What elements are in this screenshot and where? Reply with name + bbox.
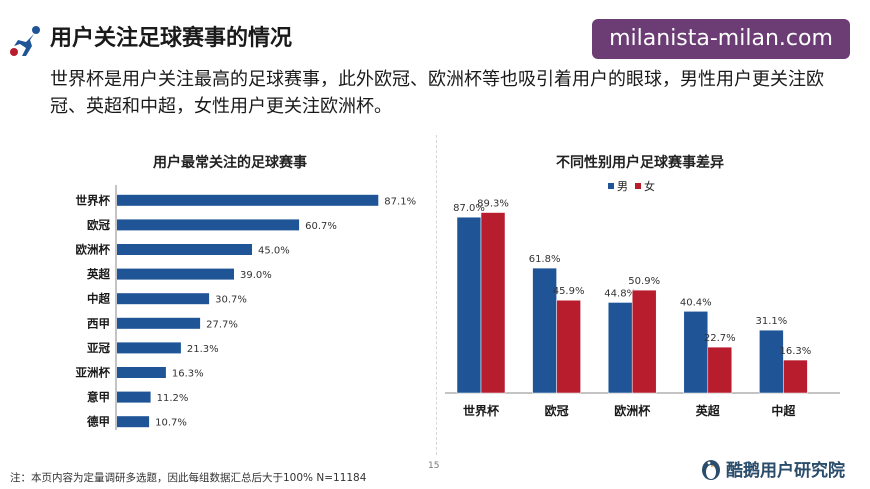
vbar-category-label: 欧洲杯 <box>614 403 651 418</box>
footnote: 注：本页内容为定量调研多选题，因此每组数据汇总后大于100% N=11184 <box>10 472 367 484</box>
hbar-bar <box>117 293 210 305</box>
vbar-bar <box>532 267 557 394</box>
hbar-category-label: 意甲 <box>87 390 110 404</box>
hbar-value-label: 45.0% <box>258 246 290 257</box>
hbar-bar <box>117 244 252 255</box>
hbar-category-label: 亚洲杯 <box>76 366 111 380</box>
hbar-bar <box>117 219 300 231</box>
vbar-legend: 男 女 <box>608 178 655 194</box>
vbar-value-label: 89.3% <box>477 199 509 210</box>
brand: 酷鹅用户研究院 <box>700 455 845 481</box>
hbar-bar <box>117 416 150 428</box>
vbar-bar <box>759 329 784 394</box>
hbar-category-label: 西甲 <box>87 316 110 330</box>
vbar-chart: 87.0%89.3% 世界杯 61.8% 45.9% 欧冠 44.8%50.9% 欧洲杯 40… <box>445 199 840 418</box>
legend-swatch-male <box>608 183 614 189</box>
hbar-category-label: 世界杯 <box>76 193 111 207</box>
watermark-banner: milanista-milan.com <box>592 19 850 59</box>
hbar-bar <box>117 342 181 354</box>
penguin-logo-icon <box>702 460 720 480</box>
hbar-value-label: 11.2% <box>157 393 189 404</box>
legend-label-female: 女 <box>644 180 655 193</box>
hbar-category-label: 欧洲杯 <box>76 243 111 257</box>
vbar-bar <box>783 359 808 394</box>
hbar-value-label: 60.7% <box>305 221 337 232</box>
hbar-category-label: 中超 <box>87 292 110 306</box>
vbar-value-label: 45.9% <box>553 286 585 297</box>
hbar-category-label: 亚冠 <box>87 341 110 355</box>
hbar-value-label: 16.3% <box>172 369 204 380</box>
hbar-bar <box>117 268 234 280</box>
hbar-category-label: 英超 <box>86 267 110 281</box>
page-subtitle: 世界杯是用户关注最高的足球赛事，此外欧冠、欧洲杯等也吸引着用户的眼球，男性用户更… <box>50 69 824 117</box>
vbar-category-label: 中超 <box>771 403 796 418</box>
football-player-logo-icon <box>10 26 40 56</box>
vbar-bar <box>556 299 581 394</box>
legend-label-male: 男 <box>617 180 628 193</box>
vbar-bar <box>480 212 506 394</box>
hbar-bar <box>117 391 151 403</box>
vbar-bar <box>707 346 733 394</box>
hbar-value-label: 30.7% <box>215 295 247 306</box>
vbar-bar <box>631 289 657 394</box>
hbar-category-label: 欧冠 <box>87 218 110 232</box>
vbar-bar <box>683 311 709 394</box>
vbar-value-label: 44.8% <box>604 288 636 299</box>
hbar-chart-title: 用户最常关注的足球赛事 <box>153 155 307 171</box>
hbar-category-label: 德甲 <box>86 415 110 429</box>
hbar-bar <box>117 367 166 378</box>
vbar-category-label: 欧冠 <box>545 403 569 418</box>
hbar-bar <box>117 317 201 329</box>
hbar-value-label: 10.7% <box>155 418 187 429</box>
vbar-chart-title: 不同性别用户足球赛事差异 <box>556 155 724 171</box>
page-title: 用户关注足球赛事的情况 <box>50 26 293 51</box>
hbar-value-label: 87.1% <box>384 196 416 207</box>
hbar-value-label: 39.0% <box>240 270 272 281</box>
vbar-category-label: 世界杯 <box>463 403 500 418</box>
brand-name: 酷鹅用户研究院 <box>726 460 845 481</box>
vbar-value-label: 87.0% <box>453 203 485 214</box>
legend-swatch-female <box>635 183 641 189</box>
hbar-bar <box>117 194 379 206</box>
vbar-bar <box>456 216 482 394</box>
vbar-value-label: 40.4% <box>680 297 712 308</box>
vbar-value-label: 61.8% <box>529 254 561 265</box>
vbar-category-label: 英超 <box>696 403 721 418</box>
vbar-value-label: 31.1% <box>756 316 788 327</box>
hbar-chart: 世界杯 87.1% 欧冠 60.7% 欧洲杯 45.0% 英超 39.0% 中超 30.7% 西甲 2… <box>76 185 416 430</box>
vbar-value-label: 50.9% <box>628 276 660 287</box>
hbar-value-label: 21.3% <box>187 344 219 355</box>
vbar-bar <box>607 302 633 394</box>
vbar-value-label: 16.3% <box>780 346 812 357</box>
hbar-value-label: 27.7% <box>206 319 238 330</box>
page-number: 15 <box>428 461 440 471</box>
chart-divider <box>436 135 437 455</box>
vbar-value-label: 22.7% <box>704 333 736 344</box>
